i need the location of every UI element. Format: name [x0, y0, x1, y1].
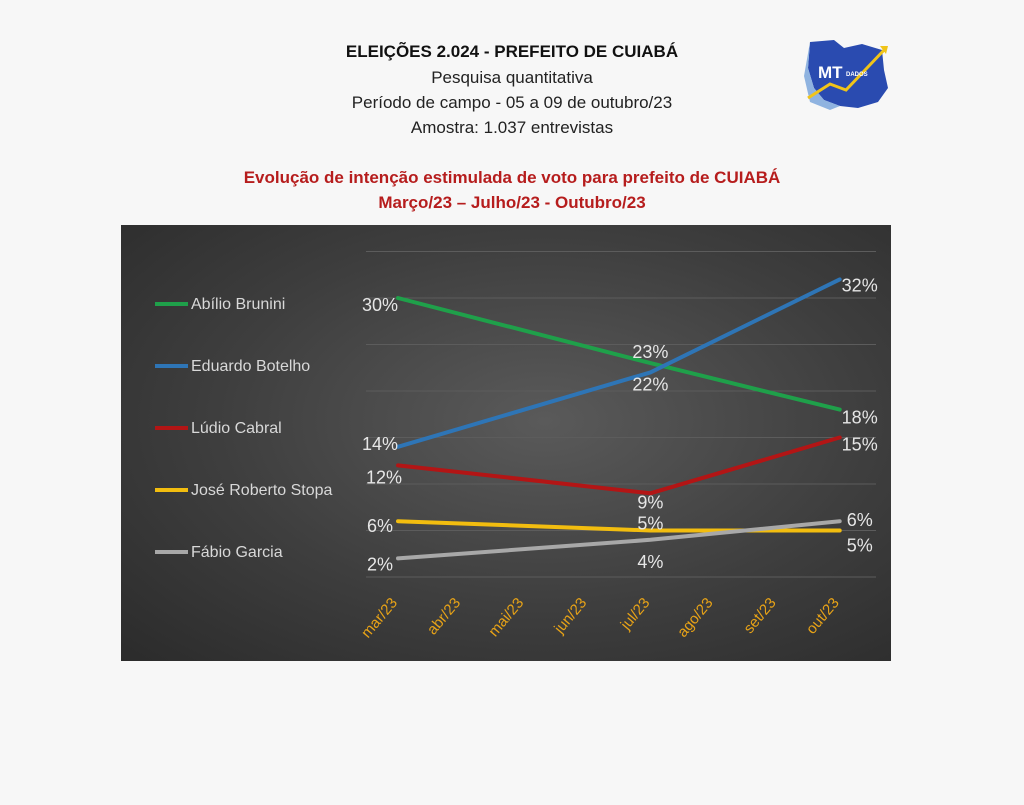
series-line [396, 296, 842, 412]
series-line [396, 277, 842, 449]
data-label: 4% [637, 552, 663, 572]
data-label: 9% [637, 492, 663, 512]
line-chart: mar/23 abr/23 mai/23 jun/23 jul/23 ago/23 set/… [155, 251, 878, 642]
legend-label: Abílio Brunini [191, 296, 285, 313]
data-label: 6% [367, 516, 393, 536]
data-label: 2% [367, 554, 393, 574]
x-tick-label: jul/23 [617, 595, 654, 634]
legend-label: Fábio Garcia [191, 544, 283, 561]
data-label: 30% [362, 295, 398, 315]
survey-type: Pesquisa quantitativa [431, 68, 593, 87]
page-title: ELEIÇÕES 2.024 - PREFEITO DE CUIABÁ [345, 42, 679, 61]
series-line [396, 435, 842, 496]
mt-dados-logo: MT DADOS [800, 36, 892, 112]
logo-text: MT [818, 63, 843, 82]
data-label: 5% [847, 536, 873, 556]
data-label: 5% [637, 514, 663, 534]
logo-subtext: DADOS [846, 72, 868, 78]
subtitle-line-2: Março/23 – Julho/23 - Outubro/23 [378, 193, 646, 212]
x-tick-label: ago/23 [674, 595, 717, 641]
legend-label: Eduardo Botelho [191, 358, 310, 375]
legend-label: Lúdio Cabral [191, 420, 282, 437]
x-tick-label: abr/23 [424, 595, 464, 639]
legend-label: José Roberto Stopa [191, 482, 333, 499]
x-tick-label: out/23 [803, 595, 843, 638]
x-tick-label: jun/23 [550, 595, 590, 638]
data-label: 23% [632, 342, 668, 362]
data-label: 15% [842, 435, 878, 455]
series-line [396, 519, 842, 561]
chart-subtitle: Evolução de intenção estimulada de voto … [0, 165, 1024, 215]
chart-header: ELEIÇÕES 2.024 - PREFEITO DE CUIABÁ Pesq… [0, 38, 1024, 140]
subtitle-line-1: Evolução de intenção estimulada de voto … [243, 168, 781, 187]
sample-size: Amostra: 1.037 entrevistas [410, 118, 614, 137]
data-label: 22% [632, 374, 668, 394]
data-label: 32% [842, 275, 878, 295]
data-label: 12% [366, 467, 402, 487]
x-tick-label: set/23 [740, 595, 779, 637]
data-label: 14% [362, 434, 398, 454]
x-tick-label: mai/23 [485, 595, 527, 640]
x-tick-label: mar/23 [358, 595, 401, 642]
chart-area: mar/23 abr/23 mai/23 jun/23 jul/23 ago/23 set/… [121, 225, 891, 661]
data-label: 6% [847, 510, 873, 530]
fieldwork-period: Período de campo - 05 a 09 de outubro/23 [351, 93, 673, 112]
series-line [396, 519, 842, 533]
data-label: 18% [842, 408, 878, 428]
